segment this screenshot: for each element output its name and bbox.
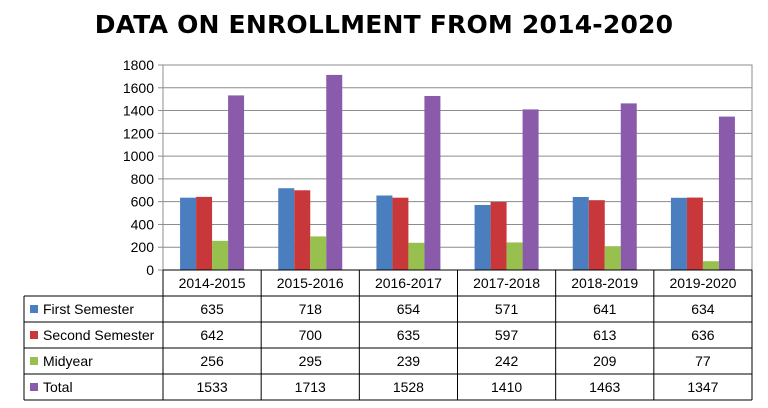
legend-key	[30, 331, 38, 339]
bar-midyear	[408, 242, 425, 270]
table-cell-value: 256	[200, 353, 224, 369]
legend-label: Midyear	[43, 353, 93, 369]
category-label: 2019-2020	[669, 275, 736, 291]
y-tick-label: 800	[131, 171, 155, 187]
bar-midyear	[212, 240, 229, 270]
table-cell-value: 635	[200, 301, 224, 317]
bar-first-semester	[278, 188, 295, 270]
legend-key	[30, 305, 38, 313]
bar-total	[228, 95, 245, 271]
table-cell-value: 1528	[393, 379, 424, 395]
y-tick-label: 0	[146, 262, 154, 278]
bar-second-semester	[588, 200, 605, 270]
bar-first-semester	[180, 197, 197, 270]
table-cell-value: 77	[695, 353, 711, 369]
y-tick-label: 400	[131, 216, 155, 232]
category-label: 2015-2016	[277, 275, 344, 291]
bar-second-semester	[392, 197, 409, 270]
legend-label: Total	[43, 379, 73, 395]
table-cell-value: 636	[691, 327, 715, 343]
bar-midyear	[310, 236, 327, 270]
legend-key	[30, 357, 38, 365]
bar-second-semester	[196, 196, 213, 270]
bar-second-semester	[686, 197, 703, 270]
table-cell-value: 700	[299, 327, 323, 343]
legend-label: Second Semester	[43, 327, 155, 343]
category-label: 2018-2019	[571, 275, 638, 291]
table-cell-value: 1463	[589, 379, 620, 395]
y-tick-label: 1400	[123, 103, 154, 119]
table-cell-value: 1713	[295, 379, 326, 395]
y-tick-label: 1000	[123, 148, 154, 164]
table-cell-value: 597	[495, 327, 519, 343]
table-cell-value: 634	[691, 301, 715, 317]
table-cell-value: 1533	[197, 379, 228, 395]
bar-first-semester	[572, 196, 589, 270]
legend-label: First Semester	[43, 301, 134, 317]
bar-total	[424, 95, 441, 270]
plot-area	[162, 64, 753, 271]
bar-total	[326, 74, 343, 271]
table-cell-value: 295	[299, 353, 323, 369]
bar-second-semester	[490, 202, 507, 270]
table-cell-value: 209	[593, 353, 617, 369]
table-cell-value: 635	[397, 327, 421, 343]
table-cell-value: 642	[200, 327, 224, 343]
bar-midyear	[506, 242, 523, 270]
table-cell-value: 1410	[491, 379, 522, 395]
bar-midyear	[702, 261, 719, 270]
bar-first-semester	[474, 204, 491, 270]
table-cell-value: 239	[397, 353, 421, 369]
table-cell-value: 641	[593, 301, 617, 317]
category-label: 2017-2018	[473, 275, 540, 291]
table-cell-value: 654	[397, 301, 421, 317]
bar-total	[522, 109, 539, 271]
y-tick-label: 600	[131, 194, 155, 210]
legend-key	[30, 383, 38, 391]
bar-second-semester	[294, 190, 311, 270]
bar-total	[718, 116, 735, 270]
table-cell-value: 242	[495, 353, 519, 369]
bar-midyear	[604, 246, 621, 270]
bar-first-semester	[376, 195, 393, 270]
table-cell-value: 718	[299, 301, 323, 317]
bar-total	[620, 103, 637, 270]
y-tick-label: 200	[131, 239, 155, 255]
category-label: 2016-2017	[375, 275, 442, 291]
table-cell-value: 1347	[687, 379, 718, 395]
y-tick-label: 1200	[123, 125, 154, 141]
y-tick-label: 1600	[123, 80, 154, 96]
y-tick-label: 1800	[123, 57, 154, 73]
category-label: 2014-2015	[179, 275, 246, 291]
chart-title: DATA ON ENROLLMENT FROM 2014-2020	[94, 10, 674, 39]
table-cell-value: 571	[495, 301, 519, 317]
bar-first-semester	[670, 197, 687, 270]
table-cell-value: 613	[593, 327, 617, 343]
